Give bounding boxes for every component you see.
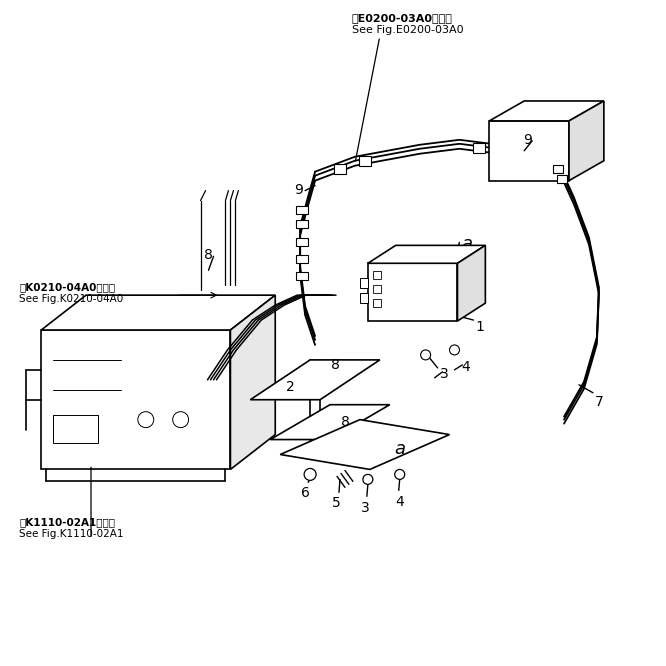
Text: 8: 8 (330, 358, 340, 372)
Bar (296, 238, 308, 246)
Polygon shape (41, 295, 275, 330)
Bar (557, 174, 567, 182)
Text: See Fig.K0210-04A0: See Fig.K0210-04A0 (19, 294, 124, 304)
Polygon shape (41, 330, 230, 470)
Text: 8: 8 (204, 248, 213, 262)
Polygon shape (250, 360, 380, 400)
Bar (296, 206, 308, 214)
Bar (360, 293, 368, 303)
Polygon shape (280, 420, 450, 470)
Text: 2: 2 (286, 380, 294, 394)
Text: See Fig.E0200-03A0: See Fig.E0200-03A0 (352, 25, 464, 35)
Text: 9: 9 (523, 133, 531, 147)
Text: 次E0200-03A0图参限: 次E0200-03A0图参限 (352, 13, 453, 23)
Text: 3: 3 (360, 501, 369, 515)
Text: a: a (395, 440, 406, 458)
Bar (373, 299, 381, 307)
Bar (359, 156, 371, 166)
Polygon shape (230, 295, 275, 470)
Polygon shape (490, 121, 569, 180)
Text: 7: 7 (595, 395, 603, 409)
Bar (553, 165, 563, 172)
Circle shape (363, 474, 373, 484)
Bar (296, 220, 308, 228)
Circle shape (450, 345, 460, 355)
Bar (373, 285, 381, 293)
Circle shape (172, 412, 188, 428)
Bar (53, 415, 98, 442)
Bar (334, 164, 346, 174)
Circle shape (395, 470, 405, 480)
Text: See Fig.K1110-02A1: See Fig.K1110-02A1 (19, 529, 124, 539)
Polygon shape (490, 101, 604, 121)
Polygon shape (368, 245, 486, 263)
Text: 9: 9 (294, 182, 302, 196)
Polygon shape (458, 245, 486, 321)
Bar (296, 255, 308, 263)
Bar (296, 272, 308, 280)
Bar (360, 278, 368, 288)
Text: 8: 8 (340, 415, 350, 429)
Text: 3: 3 (440, 367, 449, 381)
Bar (474, 143, 486, 153)
Text: 次K0210-04A0图参限: 次K0210-04A0图参限 (19, 282, 115, 292)
Circle shape (138, 412, 154, 428)
Text: 次K1110-02A1图参限: 次K1110-02A1图参限 (19, 517, 115, 527)
Text: a: a (462, 235, 472, 253)
Polygon shape (569, 101, 604, 180)
Text: 4: 4 (396, 496, 404, 509)
Text: 6: 6 (300, 486, 310, 500)
Polygon shape (368, 263, 458, 321)
Polygon shape (270, 405, 390, 440)
Circle shape (304, 468, 316, 480)
Circle shape (421, 350, 431, 360)
Text: 4: 4 (461, 360, 470, 374)
Text: 1: 1 (475, 320, 484, 334)
Bar (373, 271, 381, 279)
Text: 5: 5 (332, 496, 340, 510)
